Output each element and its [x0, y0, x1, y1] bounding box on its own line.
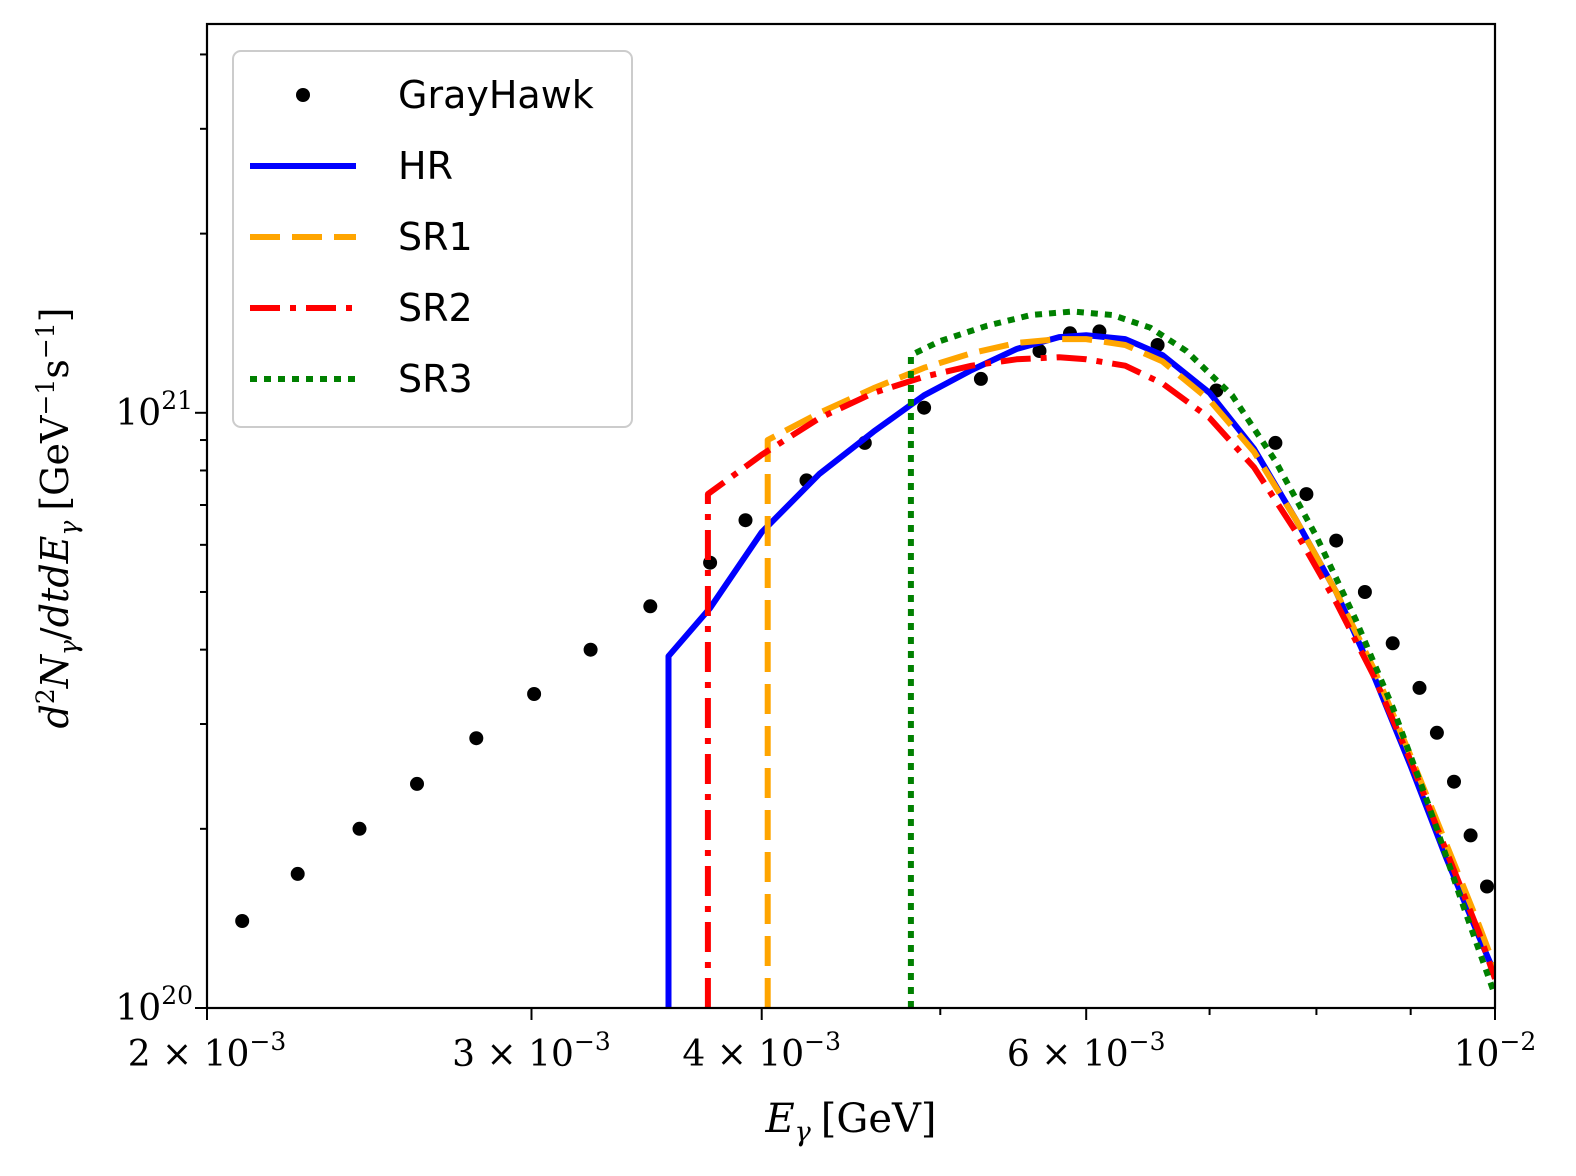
- series-layer: [235, 308, 1495, 1008]
- series-line-sr3: [907, 308, 1495, 1008]
- series-grayhawk: [235, 324, 1494, 928]
- y-tick-exponent: 21: [161, 386, 193, 415]
- legend-entry-sr1: SR1: [250, 215, 473, 259]
- y-label-n-sub: γ: [54, 640, 83, 655]
- data-point-grayhawk: [1447, 774, 1461, 789]
- x-tick-mantissa: 4 × 10: [682, 1034, 804, 1075]
- legend-entry-sr2: SR2: [250, 286, 473, 330]
- y-tick-exponent: 20: [161, 981, 193, 1010]
- y-label-slash: /: [33, 627, 77, 640]
- x-axis-label: Eγ [GeV]: [764, 1096, 936, 1148]
- data-point-grayhawk: [1299, 487, 1314, 502]
- legend-entry-grayhawk: GrayHawk: [296, 73, 594, 117]
- y-label-dt: dtdE: [33, 535, 77, 627]
- data-point-grayhawk: [1463, 828, 1478, 843]
- data-point-grayhawk: [1412, 680, 1427, 695]
- data-point-grayhawk: [738, 513, 753, 528]
- data-point-grayhawk: [973, 371, 988, 386]
- data-point-grayhawk: [643, 599, 658, 614]
- data-point-grayhawk: [290, 866, 305, 881]
- legend-entries: GrayHawk HR SR1 SR2 SR3: [250, 73, 594, 401]
- y-tick-label: 1021: [115, 386, 193, 434]
- x-tick-label: 3 × 10−3: [452, 1027, 611, 1075]
- data-point-grayhawk: [1329, 533, 1344, 548]
- x-tick-label: 4 × 10−3: [682, 1027, 841, 1075]
- y-label-d: d: [33, 704, 77, 728]
- legend-box: [232, 50, 633, 428]
- data-point-grayhawk: [410, 776, 424, 791]
- legend-entry-hr: HR: [250, 144, 453, 188]
- x-label-subscript: γ: [795, 1117, 812, 1148]
- data-point-grayhawk: [917, 400, 932, 415]
- y-label-sup: 2: [31, 688, 60, 704]
- legend-entry-sr3: SR3: [250, 357, 473, 401]
- y-tick-label: 1020: [115, 981, 193, 1029]
- data-point-grayhawk: [1429, 725, 1444, 740]
- data-point-grayhawk: [235, 914, 250, 928]
- data-point-grayhawk: [527, 687, 542, 701]
- data-point-grayhawk: [1268, 435, 1283, 450]
- x-tick-label: 2 × 10−3: [128, 1027, 287, 1075]
- data-point-grayhawk: [469, 731, 484, 746]
- legend-label-hr: HR: [398, 144, 453, 188]
- y-label-e-sub: γ: [54, 521, 83, 536]
- x-label-symbol: E: [764, 1096, 794, 1142]
- data-point-grayhawk: [1480, 879, 1494, 894]
- y-label-unit-b: s: [33, 359, 77, 379]
- x-tick-mantissa: 10: [1454, 1034, 1500, 1075]
- x-tick-label: 6 × 10−3: [1007, 1027, 1166, 1075]
- legend-marker-grayhawk: [296, 88, 310, 102]
- legend-label-sr2: SR2: [398, 286, 473, 330]
- x-tick-exponent: −3: [249, 1027, 286, 1056]
- data-point-grayhawk: [1385, 636, 1400, 651]
- legend-label-sr3: SR3: [398, 357, 473, 401]
- plot-frame: [205, 22, 1497, 1010]
- y-tick-mantissa: 10: [115, 988, 161, 1029]
- series-line-sr2: [704, 354, 1495, 1008]
- data-point-grayhawk: [1357, 585, 1372, 599]
- x-tick-mantissa: 2 × 10: [128, 1034, 250, 1075]
- y-tick-mantissa: 10: [115, 393, 161, 434]
- y-label-sup-a: −1: [31, 379, 60, 416]
- y-label-unit-a: [GeV: [33, 415, 77, 511]
- x-tick-exponent: −3: [574, 1027, 611, 1056]
- data-point-grayhawk: [1032, 344, 1047, 358]
- ticks-layer: 2 × 10−3 3 × 10−3 4 × 10−3 6 × 10−3 10−21020…: [115, 53, 1537, 1075]
- legend-label-grayhawk: GrayHawk: [398, 73, 594, 117]
- data-point-grayhawk: [352, 821, 367, 836]
- legend-label-sr1: SR1: [398, 215, 473, 259]
- y-axis-label: d2Nγ/dtdEγ[GeV−1s−1]: [31, 307, 83, 728]
- x-tick-mantissa: 3 × 10: [452, 1034, 574, 1075]
- x-tick-exponent: −3: [1129, 1027, 1166, 1056]
- legend: GrayHawk HR SR1 SR2 SR3: [232, 50, 633, 428]
- data-point-grayhawk: [583, 642, 598, 657]
- x-tick-label: 10−2: [1454, 1027, 1537, 1075]
- y-label-sup-b: −1: [31, 322, 60, 359]
- x-tick-mantissa: 6 × 10: [1007, 1034, 1129, 1075]
- x-label-unit: [GeV]: [821, 1096, 937, 1142]
- y-label-n: N: [33, 653, 77, 689]
- x-tick-exponent: −2: [1499, 1027, 1536, 1056]
- y-label-close: ]: [33, 307, 77, 322]
- x-tick-exponent: −3: [804, 1027, 841, 1056]
